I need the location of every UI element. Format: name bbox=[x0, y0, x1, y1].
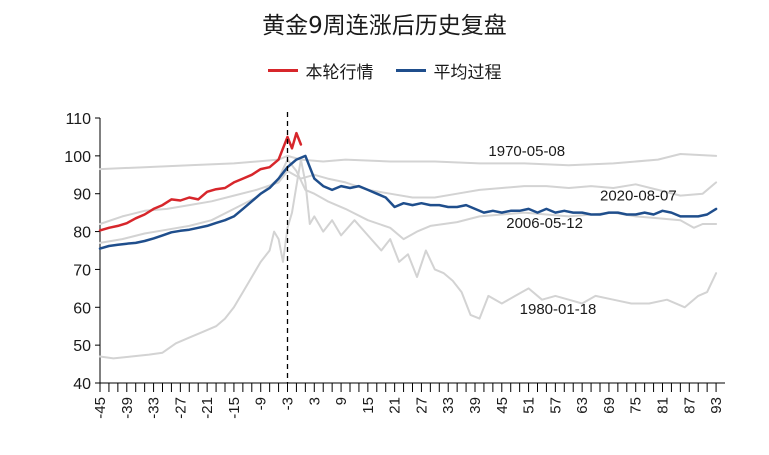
y-tick-label: 110 bbox=[65, 111, 91, 128]
annotation-label: 1970-05-08 bbox=[488, 143, 565, 160]
y-tick-label: 60 bbox=[73, 300, 91, 317]
x-tick-label: -39 bbox=[119, 397, 136, 419]
x-tick-label: -9 bbox=[253, 397, 270, 410]
x-tick-label: 9 bbox=[333, 397, 350, 405]
x-tick-label: -15 bbox=[226, 397, 243, 419]
legend-label-current: 本轮行情 bbox=[305, 63, 374, 83]
legend-swatch-current bbox=[267, 69, 298, 72]
x-tick-label: 57 bbox=[547, 397, 564, 414]
x-tick-label: 3 bbox=[306, 397, 323, 405]
y-tick-label: 80 bbox=[73, 225, 91, 242]
x-tick-label: 81 bbox=[655, 397, 672, 414]
series-line-1970-05-08 bbox=[99, 153, 718, 171]
x-tick-label: -21 bbox=[199, 397, 216, 419]
x-tick-label: -3 bbox=[280, 397, 297, 410]
legend-item-average: 平均过程 bbox=[395, 58, 502, 83]
x-tick-label: 69 bbox=[601, 397, 618, 414]
x-tick-label: 15 bbox=[360, 397, 377, 414]
y-tick-label: 100 bbox=[64, 149, 91, 166]
annotation-label: 1980-01-18 bbox=[520, 301, 597, 318]
x-tick-label: -45 bbox=[92, 397, 109, 419]
x-tick-label: 45 bbox=[494, 397, 511, 414]
x-tick-label: 87 bbox=[681, 397, 698, 414]
series-line-1980-01-18 bbox=[99, 158, 718, 360]
y-tick-label: 40 bbox=[73, 376, 91, 393]
annotation-label: 2020-08-07 bbox=[600, 187, 677, 204]
x-tick-label: 51 bbox=[521, 397, 538, 414]
series-line-average bbox=[98, 154, 718, 250]
chart-title: 黄金9周连涨后历史复盘 bbox=[262, 13, 507, 39]
y-tick-label: 70 bbox=[73, 262, 91, 279]
y-tick-label: 90 bbox=[73, 187, 91, 204]
legend-swatch-average bbox=[395, 69, 426, 72]
x-tick-label: 75 bbox=[628, 397, 645, 414]
x-tick-label: -33 bbox=[146, 397, 163, 419]
series-line-current bbox=[98, 131, 303, 232]
x-tick-label: 63 bbox=[574, 397, 591, 414]
x-tick-label: -27 bbox=[172, 397, 189, 419]
series-line-2020-08-07 bbox=[99, 170, 718, 225]
y-tick-label: 50 bbox=[73, 338, 91, 355]
legend: 本轮行情 平均过程 bbox=[0, 58, 769, 83]
x-tick-label: 93 bbox=[708, 397, 725, 414]
legend-item-current: 本轮行情 bbox=[267, 58, 374, 83]
legend-label-average: 平均过程 bbox=[433, 63, 502, 83]
annotation-label: 2006-05-12 bbox=[506, 215, 583, 232]
x-tick-label: 39 bbox=[467, 397, 484, 414]
x-tick-label: 27 bbox=[413, 397, 430, 414]
x-tick-label: 33 bbox=[440, 397, 457, 414]
x-tick-label: 21 bbox=[387, 397, 404, 414]
